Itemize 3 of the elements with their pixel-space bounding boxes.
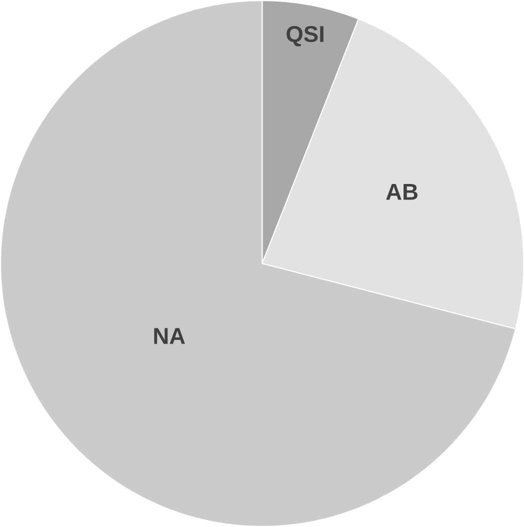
slice-label: AB [386, 184, 418, 200]
slice-label: QSI [286, 26, 324, 46]
slice-label: NA [154, 328, 185, 344]
